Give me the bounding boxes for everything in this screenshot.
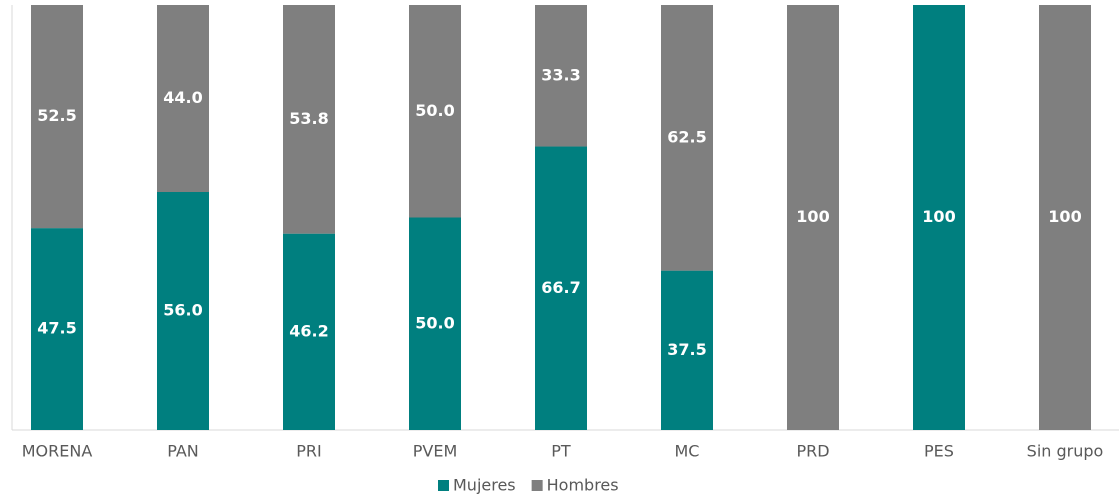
x-tick-label: MORENA <box>22 442 93 461</box>
data-label: 47.5 <box>37 319 76 338</box>
data-label: 53.8 <box>289 109 328 128</box>
x-tick-label: PRI <box>296 442 321 461</box>
bar-segment <box>1039 5 1091 430</box>
legend-label: Mujeres <box>453 476 516 495</box>
data-label: 33.3 <box>541 65 580 84</box>
data-label: 100 <box>1048 207 1081 226</box>
bar-segment <box>157 192 209 430</box>
bar-segment <box>661 270 713 430</box>
x-tick-label: Sin grupo <box>1027 442 1104 461</box>
data-label: 100 <box>796 207 829 226</box>
data-label: 52.5 <box>37 106 76 125</box>
x-tick-label: PES <box>924 442 954 461</box>
bar-segment <box>787 5 839 430</box>
data-label: 62.5 <box>667 127 706 146</box>
x-tick-label: MC <box>675 442 700 461</box>
bar-segment <box>283 233 335 430</box>
bar-segment <box>661 5 713 271</box>
data-label: 50.0 <box>415 101 454 120</box>
data-label: 100 <box>922 207 955 226</box>
legend-swatch <box>438 480 449 491</box>
legend-swatch <box>531 480 543 491</box>
bar-segment <box>283 5 335 234</box>
data-label: 56.0 <box>163 301 202 320</box>
data-label: 66.7 <box>541 278 580 297</box>
bar-segment <box>913 5 965 430</box>
bar-segment <box>409 5 461 218</box>
bar-segment <box>31 5 83 229</box>
legend-label: Hombres <box>547 476 619 495</box>
data-label: 50.0 <box>415 313 454 332</box>
x-tick-label: PVEM <box>413 442 458 461</box>
x-tick-label: PT <box>551 442 571 461</box>
bar-segment <box>157 5 209 192</box>
bar-segment <box>31 228 83 430</box>
x-tick-label: PAN <box>167 442 199 461</box>
bar-segment <box>535 146 587 430</box>
x-tick-label: PRD <box>796 442 829 461</box>
data-label: 37.5 <box>667 340 706 359</box>
data-label: 44.0 <box>163 88 202 107</box>
bar-segment <box>409 217 461 430</box>
bar-segment <box>535 5 587 147</box>
data-label: 46.2 <box>289 321 328 340</box>
